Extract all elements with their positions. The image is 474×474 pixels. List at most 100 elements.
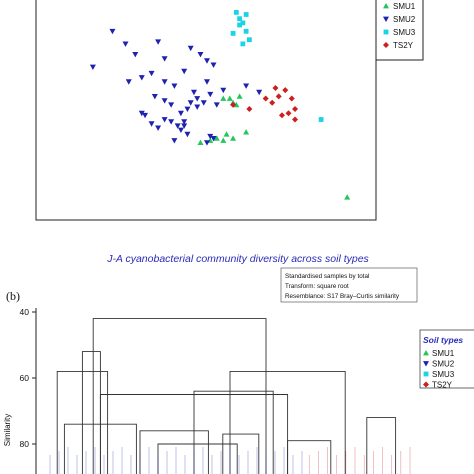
scatter-point-smu2: [210, 62, 217, 68]
scatter-point-smu2: [148, 70, 155, 77]
scatter-point-smu2: [171, 83, 178, 89]
scatter-point-smu2: [168, 102, 175, 108]
scatter-point-smu2: [181, 123, 188, 129]
scatter-point-smu2: [210, 136, 217, 142]
scatter-legend-marker-smu3: [383, 29, 389, 35]
scatter-point-smu3: [240, 41, 246, 47]
dendrogram-legend-marker-smu1: [423, 350, 429, 356]
scatter-point-smu1: [344, 194, 351, 200]
scatter-point-smu1: [223, 131, 230, 137]
scatter-point-smu2: [174, 123, 181, 129]
scatter-point-ts2y: [262, 95, 269, 102]
scatter-point-smu2: [187, 45, 194, 52]
scatter-point-smu3: [230, 31, 236, 36]
dendrogram-legend-title: Soil types: [423, 335, 463, 345]
scatter-point-ts2y: [230, 101, 237, 108]
scatter-legend-label-smu2: SMU2: [393, 15, 416, 24]
scatter-legend-marker-ts2y: [383, 42, 389, 48]
scatter-point-smu3: [237, 22, 242, 28]
y-axis-ticks: 40 60 80: [20, 307, 36, 449]
scatter-point-smu1: [226, 95, 233, 101]
scatter-point-smu2: [213, 102, 220, 108]
method-note-standardise: Standardised samples by total: [285, 273, 369, 280]
scatter-point-smu2: [184, 131, 191, 138]
dendrogram-branch: [229, 370, 346, 474]
scatter-point-smu2: [155, 39, 162, 45]
dendrogram-branches: [49, 318, 411, 474]
scatter-point-smu1: [220, 95, 227, 101]
scatter-point-smu1: [243, 129, 250, 135]
scatter-point-smu2: [181, 68, 188, 75]
scatter-point-ts2y: [292, 116, 299, 123]
scatter-point-smu2: [194, 96, 201, 102]
scatter-legend: SMU1 SMU2 SMU3 TS2Y: [375, 0, 424, 61]
scatter-point-smu2: [220, 87, 227, 94]
method-notes-box: [280, 267, 418, 303]
dendrogram-branch: [287, 440, 332, 474]
scatter-point-smu2: [125, 79, 132, 85]
scatter-point-smu2: [194, 104, 201, 110]
scatter-point-smu3: [233, 10, 239, 15]
dendrogram-branch: [366, 417, 397, 474]
dendrogram-legend-marker-ts2y: [423, 381, 429, 388]
scatter-points: [89, 10, 351, 200]
scatter-point-smu2: [148, 121, 155, 127]
dendrogram-branch: [63, 423, 137, 474]
scatter-point-smu2: [155, 125, 162, 131]
scatter-point-smu1: [230, 135, 237, 141]
dendrogram-branch: [81, 351, 101, 474]
y-tick-label: 80: [20, 439, 30, 449]
scatter-plot-frame: [35, 0, 377, 221]
scatter-point-smu2: [207, 91, 214, 98]
dendrogram-legend-marker-smu3: [423, 371, 429, 377]
scatter-legend-marker-smu1: [383, 3, 389, 9]
dendrogram-branch: [56, 370, 109, 474]
panel-a: SMU1 SMU2 SMU3 TS2Y: [35, 0, 424, 221]
scatter-point-smu2: [132, 52, 139, 58]
scatter-legend-label-smu3: SMU3: [393, 28, 416, 37]
dendrogram-branch: [139, 430, 209, 474]
dendrogram-legend-marker-smu2: [423, 361, 429, 367]
y-tick-label: 60: [20, 373, 30, 383]
scatter-point-smu2: [138, 110, 145, 117]
scatter-point-smu1: [213, 135, 220, 141]
scatter-point-smu3: [243, 12, 249, 17]
scatter-point-smu2: [181, 119, 188, 125]
scatter-point-smu3: [318, 117, 324, 122]
scatter-point-smu2: [204, 79, 210, 85]
scatter-point-smu1: [197, 139, 204, 145]
scatter-point-smu2: [168, 119, 175, 125]
y-tick-label: 40: [20, 307, 30, 317]
scatter-point-smu2: [122, 41, 129, 47]
scatter-point-ts2y: [288, 95, 295, 102]
scatter-point-smu2: [243, 83, 250, 89]
scatter-point-smu2: [204, 140, 210, 146]
scatter-point-smu2: [138, 75, 145, 81]
scatter-point-ts2y: [282, 87, 289, 94]
scatter-point-smu2: [151, 94, 158, 100]
scatter-point-smu2: [161, 79, 168, 85]
dendrogram-legend-box: [419, 329, 474, 389]
dendrogram-branch: [222, 433, 260, 474]
scatter-point-smu2: [161, 117, 168, 123]
scatter-point-ts2y: [246, 106, 253, 112]
scatter-legend-label-ts2y: TS2Y: [393, 41, 414, 50]
scatter-point-ts2y: [292, 106, 299, 112]
scatter-point-smu2: [89, 64, 96, 70]
scatter-point-smu3: [240, 20, 246, 26]
scatter-point-ts2y: [269, 99, 276, 106]
scatter-point-smu2: [177, 110, 184, 117]
scatter-point-smu2: [184, 106, 191, 112]
scatter-point-smu2: [204, 58, 210, 64]
scatter-point-smu2: [200, 100, 207, 106]
scatter-point-smu2: [161, 98, 168, 104]
method-note-resemblance: Resemblance: S17 Bray–Curtis similarity: [285, 293, 400, 300]
scatter-point-smu2: [109, 28, 116, 35]
scatter-point-smu2: [171, 138, 178, 144]
scatter-point-smu3: [237, 16, 242, 22]
scatter-legend-marker-smu2: [383, 16, 389, 22]
scatter-point-ts2y: [275, 93, 282, 100]
scatter-point-smu2: [142, 112, 149, 119]
scatter-point-smu1: [236, 93, 243, 99]
